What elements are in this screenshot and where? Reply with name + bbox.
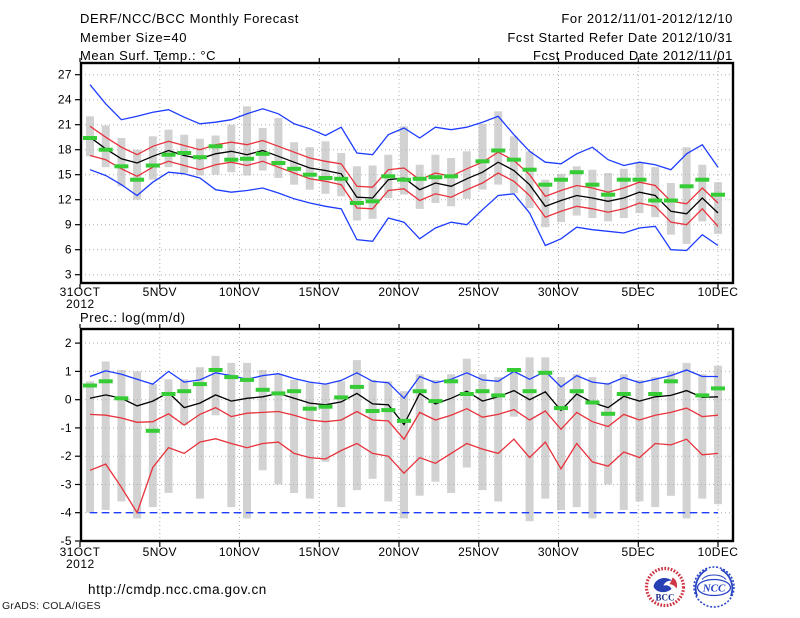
refer-date-label: Fcst Started Refer Date 2012/10/31 bbox=[507, 30, 733, 45]
svg-text:31OCT: 31OCT bbox=[60, 285, 101, 299]
precip-axis-ticks bbox=[75, 324, 719, 547]
produced-date-label: Fcst Produced Date 2012/11/01 bbox=[533, 48, 733, 63]
svg-text:1: 1 bbox=[65, 364, 72, 378]
precip-member-spread-bars bbox=[86, 355, 722, 522]
ncc-laurel-right bbox=[720, 568, 734, 597]
precip-lower-quartile-line bbox=[89, 438, 719, 515]
variable-label: Mean Surf. Temp.: °C bbox=[80, 48, 217, 63]
member-size-label: Member Size=40 bbox=[80, 30, 188, 45]
svg-text:20NOV: 20NOV bbox=[378, 285, 419, 299]
svg-text:25NOV: 25NOV bbox=[458, 285, 499, 299]
svg-text:5NOV: 5NOV bbox=[143, 285, 177, 299]
svg-text:10DEC: 10DEC bbox=[698, 285, 739, 299]
bcc-logo-text: BCC bbox=[655, 593, 674, 603]
svg-text:-1: -1 bbox=[61, 421, 72, 435]
svg-text:5DEC: 5DEC bbox=[621, 285, 655, 299]
svg-text:20NOV: 20NOV bbox=[378, 545, 419, 559]
precip-axis-labels: 31OCT 5NOV 10NOV 15NOV 20NOV 25NOV 30NOV 5DEC 10… bbox=[60, 336, 739, 559]
svg-text:18: 18 bbox=[58, 143, 72, 157]
ncc-laurel-left bbox=[694, 568, 708, 597]
temp-lower-quartile-line bbox=[89, 154, 719, 227]
grads-credit: GrADS: COLA/IGES bbox=[2, 600, 101, 612]
svg-text:25NOV: 25NOV bbox=[458, 545, 499, 559]
svg-text:2: 2 bbox=[65, 336, 72, 350]
temp-axis-ticks bbox=[75, 58, 719, 289]
svg-text:15NOV: 15NOV bbox=[299, 545, 340, 559]
svg-text:12: 12 bbox=[58, 193, 72, 207]
precip-x-axis-year: 2012 bbox=[66, 557, 95, 571]
ncc-logo-text: NCC bbox=[702, 583, 726, 595]
svg-text:6: 6 bbox=[65, 243, 72, 257]
svg-text:30NOV: 30NOV bbox=[538, 285, 579, 299]
bcc-swirl-red bbox=[669, 577, 678, 589]
svg-text:15NOV: 15NOV bbox=[299, 285, 340, 299]
precip-ensemble-mean-line bbox=[89, 389, 719, 426]
temp-x-axis-year: 2012 bbox=[66, 297, 95, 311]
temp-ensemble-max-line bbox=[89, 84, 719, 171]
bcc-logo: BCC bbox=[643, 565, 687, 609]
temp-upper-quartile-line bbox=[89, 125, 719, 205]
temp-axis-labels: 31OCT 5NOV 10NOV 15NOV 20NOV 25NOV 30NOV 5DEC 10… bbox=[58, 68, 739, 299]
svg-text:5DEC: 5DEC bbox=[621, 545, 655, 559]
temp-plot-border bbox=[79, 61, 735, 285]
ncc-globe-arc bbox=[701, 574, 727, 580]
temp-chart: 31OCT 5NOV 10NOV 15NOV 20NOV 25NOV 30NOV 5DEC 10… bbox=[58, 58, 739, 299]
bcc-ring-text bbox=[644, 566, 686, 608]
temp-observation-dashes bbox=[83, 136, 725, 205]
bcc-swirl-blue bbox=[653, 578, 672, 593]
svg-text:24: 24 bbox=[58, 93, 72, 107]
svg-text:-3: -3 bbox=[61, 478, 72, 492]
svg-text:15: 15 bbox=[58, 168, 72, 182]
ncc-logo: NCC bbox=[693, 566, 735, 608]
forecast-range-label: For 2012/11/01-2012/12/10 bbox=[561, 11, 733, 26]
page-title: DERF/NCC/BCC Monthly Forecast bbox=[80, 11, 299, 26]
svg-text:10NOV: 10NOV bbox=[219, 285, 260, 299]
svg-text:30NOV: 30NOV bbox=[538, 545, 579, 559]
svg-text:21: 21 bbox=[58, 118, 72, 132]
precip-chart-title: Prec.: log(mm/d) bbox=[80, 310, 186, 325]
svg-text:-5: -5 bbox=[61, 534, 72, 548]
svg-text:27: 27 bbox=[58, 68, 72, 82]
svg-text:10NOV: 10NOV bbox=[219, 545, 260, 559]
ncc-band bbox=[696, 578, 732, 597]
svg-text:-4: -4 bbox=[61, 506, 72, 520]
precip-plot-border bbox=[79, 327, 735, 543]
svg-text:9: 9 bbox=[65, 218, 72, 232]
precip-upper-quartile-line bbox=[89, 406, 719, 441]
temp-ensemble-min-line bbox=[89, 169, 719, 252]
ncc-logo-disc bbox=[693, 566, 735, 608]
source-url[interactable]: http://cmdp.ncc.cma.gov.cn bbox=[88, 582, 267, 597]
svg-text:-2: -2 bbox=[61, 449, 72, 463]
svg-text:0: 0 bbox=[65, 393, 72, 407]
precip-chart: 31OCT 5NOV 10NOV 15NOV 20NOV 25NOV 30NOV 5DEC 10… bbox=[60, 324, 739, 559]
svg-text:3: 3 bbox=[65, 268, 72, 282]
svg-text:31OCT: 31OCT bbox=[60, 545, 101, 559]
svg-text:10DEC: 10DEC bbox=[698, 545, 739, 559]
ncc-wreath-ring bbox=[693, 566, 735, 608]
precip-observation-dashes bbox=[83, 368, 725, 433]
svg-text:5NOV: 5NOV bbox=[143, 545, 177, 559]
precip-ensemble-max-line bbox=[89, 369, 718, 400]
